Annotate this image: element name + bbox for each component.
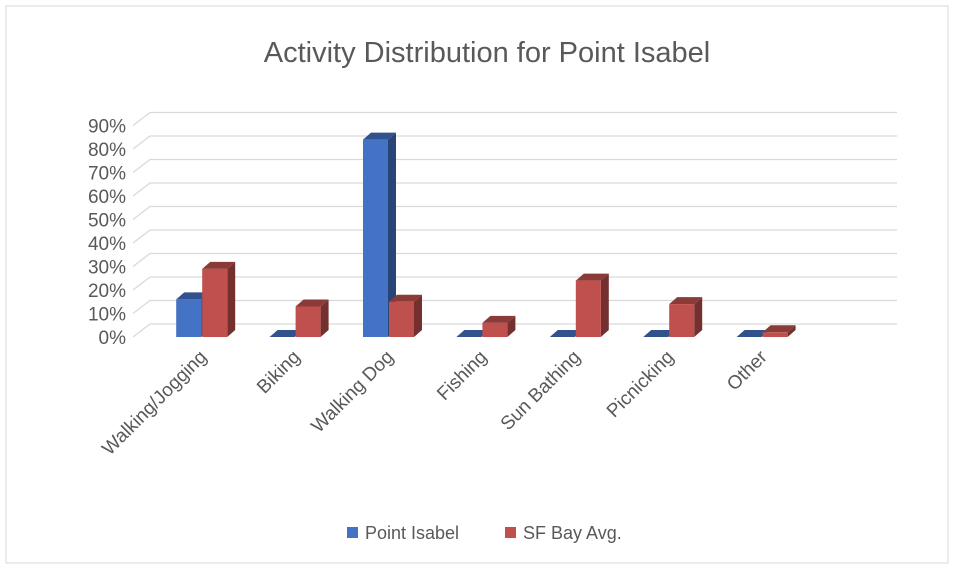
gridline [132, 182, 897, 197]
bar [575, 273, 609, 337]
bar [482, 315, 516, 337]
bar [669, 297, 703, 337]
bar-side [414, 294, 422, 337]
gridline [132, 276, 897, 291]
gridline [132, 229, 897, 244]
bar [456, 330, 490, 337]
legend-swatch [505, 527, 516, 538]
bar-top [389, 294, 422, 302]
bar-top [202, 261, 236, 269]
bar-side [227, 261, 236, 337]
bar-front [363, 139, 388, 337]
bars [176, 132, 796, 337]
bar-front [176, 299, 202, 337]
gridline [132, 323, 897, 338]
y-tick-label: 0% [99, 328, 127, 349]
y-tick-label: 90% [88, 117, 126, 138]
bar-top [643, 330, 677, 337]
bar [269, 330, 303, 337]
bar-top [295, 299, 329, 307]
bar [762, 325, 796, 337]
bar [736, 330, 770, 337]
bar [202, 261, 236, 337]
bar-front [389, 301, 414, 337]
bar [295, 299, 329, 337]
bar-top [363, 132, 396, 140]
chart-title: Activity Distribution for Point Isabel [264, 37, 710, 69]
bar [643, 330, 677, 337]
gridline [132, 135, 897, 150]
y-tick-label: 80% [88, 140, 126, 161]
y-axis-ticks: 0%10% 20%30% 40%50% 60%70% 80%90% [88, 117, 126, 350]
y-tick-label: 40% [88, 234, 126, 255]
y-tick-label: 60% [88, 187, 126, 208]
bar-side [694, 297, 703, 337]
bar-top [176, 292, 210, 300]
bar-front [669, 304, 695, 337]
chart-border [5, 5, 949, 564]
gridline [132, 205, 897, 221]
bar-side [507, 315, 516, 337]
y-tick-label: 20% [88, 281, 126, 302]
y-tick-label: 10% [88, 305, 126, 326]
y-tick-label: 50% [88, 211, 126, 232]
legend-swatch [347, 527, 358, 538]
bar-top [736, 330, 770, 337]
gridlines [132, 111, 897, 338]
bar [389, 294, 422, 337]
gridline [132, 111, 897, 127]
legend-label: SF Bay Avg. [523, 523, 622, 543]
y-tick-label: 30% [88, 258, 126, 279]
bar-front [762, 332, 788, 337]
bar-top [762, 325, 796, 333]
legend: Point Isabel SF Bay Avg. [347, 523, 622, 543]
bar-front [482, 322, 508, 337]
bar-side [600, 273, 609, 337]
bar [363, 132, 396, 337]
bar-side [388, 132, 396, 337]
bar-top [575, 273, 609, 281]
bar-front [295, 306, 321, 337]
bar-front [575, 280, 601, 337]
legend-label: Point Isabel [365, 523, 459, 543]
bar-side [787, 325, 796, 337]
gridline [132, 252, 897, 268]
bar-top [669, 297, 703, 305]
gridline [132, 158, 897, 174]
bar-top [482, 315, 516, 323]
bar-top [549, 330, 583, 337]
y-tick-label: 70% [88, 164, 126, 185]
bar-front [202, 268, 228, 337]
gridline [132, 299, 897, 315]
bar [549, 330, 583, 337]
bar-top [456, 330, 490, 337]
bar-top [269, 330, 303, 337]
bar-side [320, 299, 329, 337]
